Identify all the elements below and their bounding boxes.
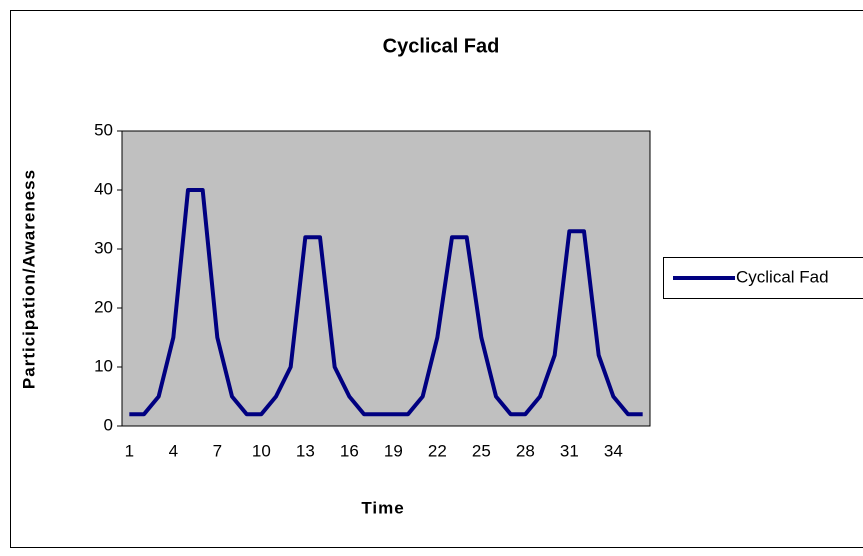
data-line (129, 188, 643, 417)
x-tick-label: 4 (169, 441, 178, 460)
y-axis-title: Participation/Awareness (19, 169, 38, 389)
x-tick-label: 22 (428, 441, 447, 460)
x-tick-label: 19 (384, 441, 403, 460)
y-tick-label: 0 (104, 415, 113, 434)
x-tick-label: 16 (340, 441, 359, 460)
x-axis-title: Time (361, 498, 404, 517)
y-tick-label: 30 (94, 238, 113, 257)
y-tick-label: 10 (94, 356, 113, 375)
x-tick-label: 10 (252, 441, 271, 460)
plot-area (121, 130, 651, 427)
x-tick-label: 31 (560, 441, 579, 460)
x-tick-label: 34 (604, 441, 623, 460)
y-tick-label: 20 (94, 297, 113, 316)
x-tick-label: 13 (296, 441, 315, 460)
legend-label: Cyclical Fad (736, 267, 829, 286)
y-tick-label: 50 (94, 120, 113, 139)
chart-title: Cyclical Fad (383, 35, 500, 57)
x-tick-label: 25 (472, 441, 491, 460)
x-tick-label: 7 (213, 441, 222, 460)
x-tick-label: 1 (125, 441, 134, 460)
y-tick-label: 40 (94, 179, 113, 198)
x-tick-label: 28 (516, 441, 535, 460)
